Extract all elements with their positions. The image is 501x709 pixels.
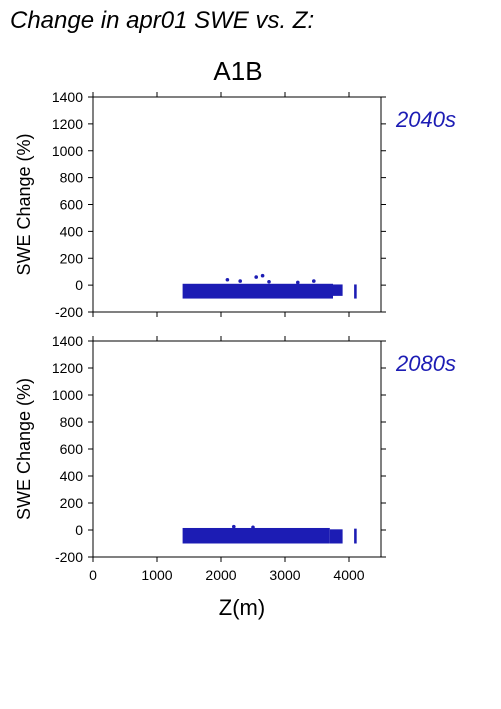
y-tick-label: 1400 [52,333,83,349]
panel-2080s: -200 0 200 400 600 800 1000 1200 1400 0 1000 2000 30… [14,333,456,620]
scatter-band [354,284,357,299]
scatter-point [260,273,265,278]
period-label: 2040s [395,107,456,132]
plot-frame [92,340,382,558]
y-tick-label: 0 [75,277,83,293]
y-tick-label: -200 [55,304,83,320]
scatter-point [312,279,316,283]
x-tick-label: 3000 [269,567,300,583]
x-tick-label: 2000 [205,567,236,583]
scatter-point [254,275,258,279]
y-tick-label: 800 [60,414,84,430]
scatter-point [238,279,242,283]
x-tick-label: 1000 [141,567,172,583]
y-tick-label: 600 [60,441,84,457]
y-tick-label: 1000 [52,387,83,403]
scatter-band [354,528,357,544]
panel-2040s: -200 0 200 400 600 800 1000 1200 1400 SWE Change … [14,89,456,320]
x-axis-label: Z(m) [219,595,265,620]
scatter-band [333,284,343,296]
x-tick-label: 0 [89,567,97,583]
scatter-point [267,279,271,284]
y-tick-label: 200 [60,495,84,511]
x-tick-label: 4000 [333,567,364,583]
y-axis-label: SWE Change (%) [14,378,34,520]
scatter-band [182,283,333,299]
y-tick-label: -200 [55,549,83,565]
y-tick-label: 1400 [52,89,83,105]
scatter-point [296,280,300,285]
period-label: 2080s [395,351,456,376]
plot-frame [92,96,382,313]
scatter-band [182,527,330,544]
y-tick-label: 1000 [52,143,83,159]
figure-title: Change in apr01 SWE vs. Z: [10,7,314,34]
y-tick-label: 200 [60,250,84,266]
scatter-point [232,524,236,529]
y-tick-label: 1200 [52,116,83,132]
scatter-point [225,277,230,282]
y-tick-label: 800 [60,170,84,186]
scatter-band [329,529,343,544]
y-tick-label: 600 [60,197,84,213]
scenario-label: A1B [213,56,262,86]
y-tick-label: 0 [75,522,83,538]
y-axis-label: SWE Change (%) [14,133,34,275]
y-tick-label: 400 [60,223,84,239]
scatter-point [251,525,255,530]
y-tick-label: 1200 [52,360,83,376]
y-tick-label: 400 [60,468,84,484]
